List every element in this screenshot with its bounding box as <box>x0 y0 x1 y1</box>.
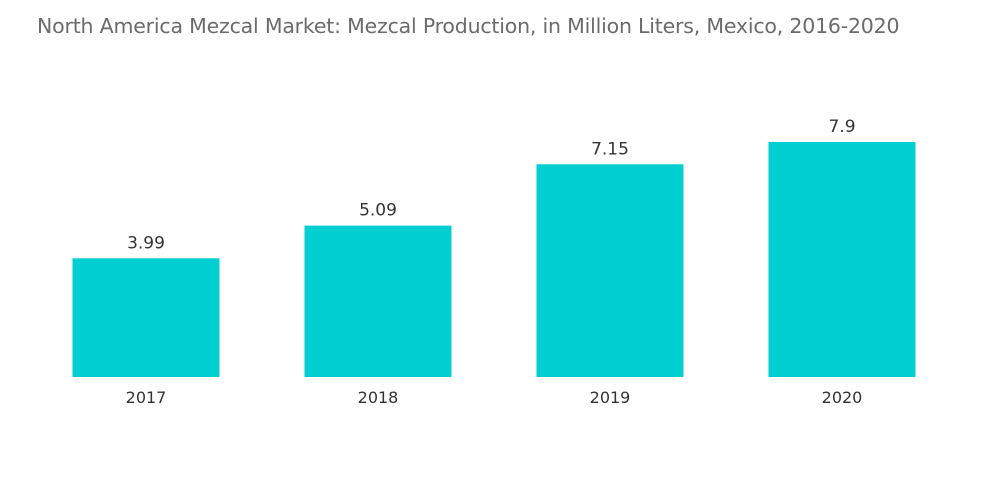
x-tick-label-2019: 2019 <box>590 388 631 407</box>
x-tick-label-2017: 2017 <box>126 388 167 407</box>
bar-2017 <box>72 258 220 377</box>
x-tick-label-2020: 2020 <box>822 388 863 407</box>
data-label-2017: 3.99 <box>127 233 165 253</box>
bar-2020 <box>768 142 916 377</box>
x-axis-ticks: 2017 2018 2019 2020 <box>126 388 863 407</box>
data-label-2020: 7.9 <box>828 117 855 137</box>
bar-2018 <box>304 225 452 377</box>
data-label-2019: 7.15 <box>591 139 629 159</box>
chart-title: North America Mezcal Market: Mezcal Prod… <box>37 14 900 38</box>
data-labels-layer: 3.99 5.09 7.15 7.9 <box>127 117 855 253</box>
bar-2019 <box>536 164 684 377</box>
data-label-2018: 5.09 <box>359 201 397 221</box>
x-tick-label-2018: 2018 <box>358 388 399 407</box>
bars-layer <box>72 142 916 377</box>
